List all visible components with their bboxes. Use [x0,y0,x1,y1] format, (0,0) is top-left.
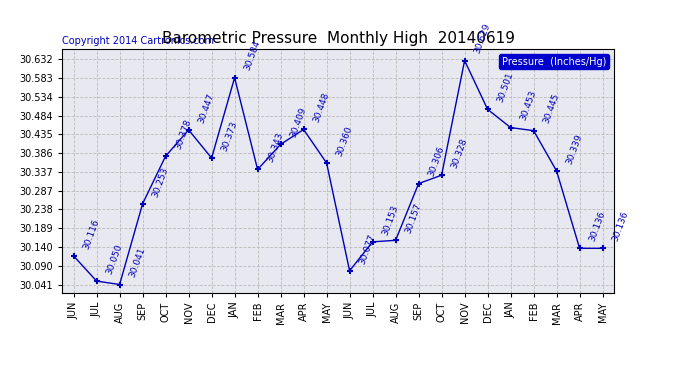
Text: 30.343: 30.343 [266,131,285,164]
Pressure  (Inches/Hg) [184,128,193,132]
Pressure  (Inches/Hg) [575,246,584,250]
Text: 30.153: 30.153 [381,204,400,236]
Pressure  (Inches/Hg) [322,161,331,165]
Pressure  (Inches/Hg) [230,75,239,80]
Text: 30.584: 30.584 [243,39,262,72]
Text: 30.253: 30.253 [151,165,170,198]
Text: 30.328: 30.328 [450,137,469,170]
Pressure  (Inches/Hg) [553,169,561,173]
Text: 30.136: 30.136 [588,210,607,243]
Text: 30.447: 30.447 [197,92,216,124]
Pressure  (Inches/Hg) [299,127,308,132]
Text: 30.409: 30.409 [289,106,308,139]
Pressure  (Inches/Hg) [115,282,124,287]
Pressure  (Inches/Hg) [92,279,101,284]
Pressure  (Inches/Hg) [391,238,400,243]
Line: Pressure  (Inches/Hg): Pressure (Inches/Hg) [70,57,606,288]
Text: 30.445: 30.445 [542,93,561,125]
Text: 30.501: 30.501 [496,71,515,104]
Pressure  (Inches/Hg) [70,254,78,258]
Pressure  (Inches/Hg) [368,240,377,244]
Text: 30.629: 30.629 [473,22,492,55]
Pressure  (Inches/Hg) [208,156,216,160]
Pressure  (Inches/Hg) [253,167,262,172]
Pressure  (Inches/Hg) [437,173,446,177]
Pressure  (Inches/Hg) [139,201,147,206]
Pressure  (Inches/Hg) [460,58,469,63]
Title: Barometric Pressure  Monthly High  20140619: Barometric Pressure Monthly High 2014061… [161,31,515,46]
Text: 30.041: 30.041 [128,246,147,279]
Legend: Pressure  (Inches/Hg): Pressure (Inches/Hg) [499,54,609,69]
Pressure  (Inches/Hg) [506,125,515,130]
Text: 30.378: 30.378 [174,118,193,151]
Text: 30.360: 30.360 [335,124,354,158]
Text: 30.448: 30.448 [312,92,331,124]
Text: 30.339: 30.339 [565,133,584,165]
Pressure  (Inches/Hg) [415,182,423,186]
Text: 30.453: 30.453 [519,89,538,122]
Text: 30.373: 30.373 [220,120,239,153]
Pressure  (Inches/Hg) [161,154,170,158]
Text: 30.116: 30.116 [82,217,101,250]
Pressure  (Inches/Hg) [277,142,285,147]
Text: Copyright 2014 Cartronics.com: Copyright 2014 Cartronics.com [62,36,214,46]
Pressure  (Inches/Hg) [529,128,538,133]
Pressure  (Inches/Hg) [484,107,492,111]
Text: 30.077: 30.077 [358,232,377,265]
Text: 30.306: 30.306 [427,145,446,178]
Text: 30.136: 30.136 [611,210,630,243]
Pressure  (Inches/Hg) [598,246,607,250]
Pressure  (Inches/Hg) [346,268,354,273]
Text: 30.157: 30.157 [404,202,423,235]
Text: 30.050: 30.050 [105,243,124,276]
